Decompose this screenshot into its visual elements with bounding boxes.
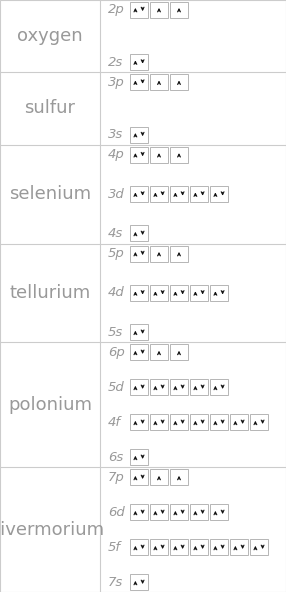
Bar [170,74,188,90]
Bar [210,379,228,395]
Bar [210,539,228,555]
Text: livermorium: livermorium [0,521,105,539]
Bar [130,469,148,485]
Bar [170,379,188,395]
Text: 5p: 5p [108,247,125,260]
Bar [130,285,148,301]
Bar [170,186,188,202]
Text: 5s: 5s [108,326,123,339]
Bar [170,345,188,361]
Text: 5f: 5f [108,541,121,554]
Bar [130,379,148,395]
Bar [130,414,148,430]
Bar [150,2,168,18]
Bar [170,2,188,18]
Bar [150,147,168,163]
Text: 6d: 6d [108,506,125,519]
Bar [190,186,208,202]
Text: sulfur: sulfur [25,99,76,117]
Bar [170,469,188,485]
Bar [190,539,208,555]
Bar [130,246,148,262]
Bar [130,54,148,70]
Bar [150,345,168,361]
Bar [210,504,228,520]
Text: polonium: polonium [8,396,92,414]
Bar [250,414,268,430]
Bar [230,539,248,555]
Bar [130,226,148,242]
Text: 2p: 2p [108,3,125,16]
Bar [150,469,168,485]
Text: 5d: 5d [108,381,125,394]
Bar [170,285,188,301]
Text: 4s: 4s [108,227,123,240]
Text: 4f: 4f [108,416,121,429]
Text: 3d: 3d [108,188,125,201]
Bar [250,539,268,555]
Bar [210,414,228,430]
Bar [190,379,208,395]
Bar [150,504,168,520]
Bar [130,186,148,202]
Text: 3p: 3p [108,76,125,89]
Text: 2s: 2s [108,56,123,69]
Text: tellurium: tellurium [9,284,91,302]
Text: 4p: 4p [108,148,125,161]
Bar [150,246,168,262]
Text: 7p: 7p [108,471,125,484]
Bar [130,147,148,163]
Bar [170,539,188,555]
Bar [190,285,208,301]
Text: 6s: 6s [108,451,123,464]
Bar [190,504,208,520]
Bar [130,539,148,555]
Bar [130,2,148,18]
Bar [130,574,148,590]
Bar [230,414,248,430]
Bar [210,186,228,202]
Text: 4d: 4d [108,287,125,300]
Text: 7s: 7s [108,576,123,589]
Text: selenium: selenium [9,185,91,203]
Bar [150,285,168,301]
Bar [130,345,148,361]
Bar [170,504,188,520]
Text: 6p: 6p [108,346,125,359]
Bar [150,379,168,395]
Bar [130,324,148,340]
Bar [130,449,148,465]
Bar [210,285,228,301]
Bar [150,414,168,430]
Bar [190,414,208,430]
Bar [130,504,148,520]
Bar [150,186,168,202]
Bar [130,127,148,143]
Bar [170,414,188,430]
Bar [130,74,148,90]
Bar [150,74,168,90]
Text: oxygen: oxygen [17,27,83,45]
Bar [170,246,188,262]
Text: 3s: 3s [108,128,123,141]
Bar [150,539,168,555]
Bar [170,147,188,163]
